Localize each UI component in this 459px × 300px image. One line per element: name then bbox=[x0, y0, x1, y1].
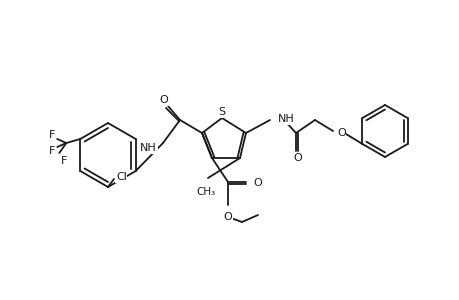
Text: O: O bbox=[336, 128, 345, 138]
Text: S: S bbox=[218, 107, 225, 117]
Text: F: F bbox=[49, 130, 56, 140]
Text: O: O bbox=[293, 153, 302, 163]
Text: O: O bbox=[252, 178, 261, 188]
Text: F: F bbox=[61, 156, 67, 166]
Text: O: O bbox=[223, 212, 232, 222]
Text: CH₃: CH₃ bbox=[196, 187, 215, 197]
Text: O: O bbox=[159, 95, 168, 105]
Text: F: F bbox=[49, 146, 56, 156]
Text: Cl: Cl bbox=[116, 172, 127, 182]
Text: NH: NH bbox=[277, 114, 294, 124]
Text: NH: NH bbox=[140, 143, 157, 153]
